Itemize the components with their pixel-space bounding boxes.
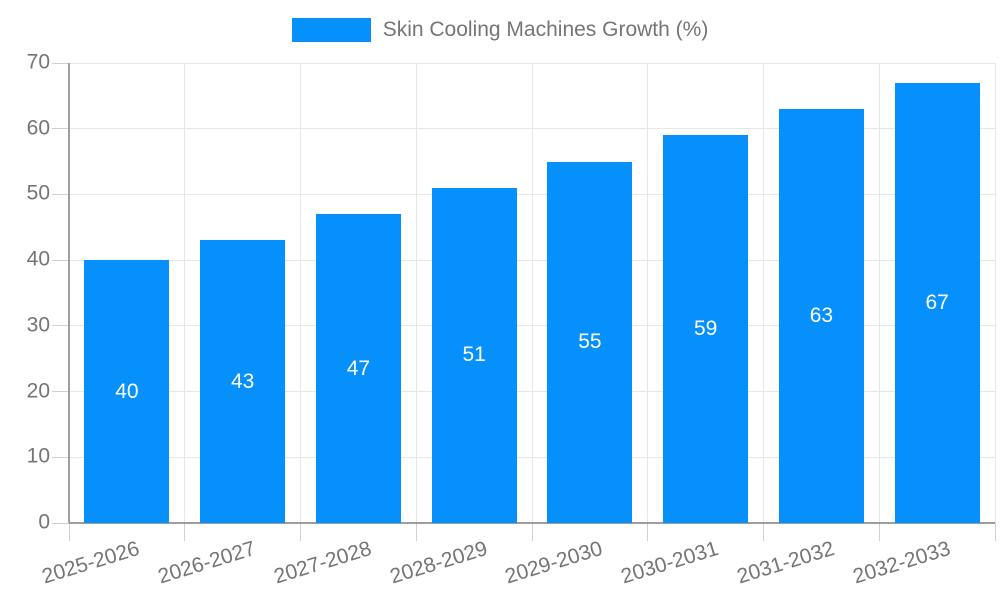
x-axis-label: 2028-2029 bbox=[387, 537, 490, 589]
bar[interactable] bbox=[200, 240, 286, 523]
bar[interactable] bbox=[315, 214, 401, 523]
y-axis-tick bbox=[52, 128, 69, 130]
x-axis-line bbox=[69, 522, 995, 524]
bar-value-label: 40 bbox=[115, 379, 139, 403]
y-axis-label: 40 bbox=[26, 247, 50, 271]
y-axis-label: 20 bbox=[26, 379, 50, 403]
x-gridline bbox=[531, 63, 533, 523]
bar-value-label: 67 bbox=[925, 290, 949, 314]
x-axis-label: 2025-2026 bbox=[39, 537, 143, 589]
x-axis-tick bbox=[68, 523, 70, 541]
y-axis-tick bbox=[52, 522, 69, 524]
bar-value-label: 51 bbox=[462, 343, 486, 367]
x-axis-label: 2030-2031 bbox=[618, 537, 722, 589]
bar[interactable] bbox=[431, 187, 517, 523]
x-axis-label: 2032-2033 bbox=[850, 537, 953, 589]
y-axis-line bbox=[68, 63, 70, 523]
bar-value-label: 63 bbox=[809, 304, 834, 327]
y-axis-tick bbox=[52, 259, 69, 261]
y-axis-tick bbox=[52, 325, 69, 327]
x-gridline bbox=[300, 63, 301, 523]
bar[interactable] bbox=[84, 260, 170, 523]
x-axis-tick bbox=[763, 523, 764, 541]
y-axis-tick bbox=[52, 193, 69, 195]
y-axis-label: 70 bbox=[26, 50, 50, 74]
bar-value-label: 47 bbox=[346, 356, 371, 380]
x-axis-tick bbox=[647, 523, 649, 541]
legend-label: Skin Cooling Machines Growth (%) bbox=[382, 18, 709, 41]
bar[interactable] bbox=[894, 82, 980, 523]
bar[interactable] bbox=[547, 161, 633, 523]
x-gridline bbox=[763, 63, 764, 523]
x-axis-tick bbox=[878, 523, 880, 541]
x-gridline bbox=[415, 63, 417, 523]
x-axis-tick bbox=[300, 523, 301, 541]
bar-value-label: 43 bbox=[230, 369, 255, 393]
bar-value-label: 55 bbox=[578, 330, 602, 354]
x-axis-tick bbox=[994, 523, 996, 541]
y-axis-label: 30 bbox=[26, 313, 50, 337]
x-gridline bbox=[184, 63, 186, 523]
y-axis-tick bbox=[52, 62, 69, 64]
x-axis-label: 2031-2032 bbox=[734, 537, 838, 589]
x-axis-label: 2027-2028 bbox=[271, 537, 375, 589]
legend-swatch-icon bbox=[291, 18, 371, 42]
x-axis-label: 2029-2030 bbox=[502, 537, 606, 589]
y-axis-tick bbox=[52, 391, 69, 393]
y-axis-tick bbox=[52, 456, 69, 458]
y-axis-label: 10 bbox=[26, 444, 50, 468]
y-axis-label: 50 bbox=[26, 181, 50, 205]
bar[interactable] bbox=[663, 135, 749, 523]
y-axis-label: 0 bbox=[38, 510, 50, 534]
y-axis-label: 60 bbox=[26, 116, 50, 140]
bar-value-label: 59 bbox=[693, 317, 718, 341]
legend[interactable]: Skin Cooling Machines Growth (%) bbox=[0, 18, 1000, 42]
x-gridline bbox=[647, 63, 649, 523]
x-gridline bbox=[878, 63, 880, 523]
bar[interactable] bbox=[778, 109, 864, 523]
x-axis-tick bbox=[184, 523, 186, 541]
x-axis-label: 2026-2027 bbox=[155, 537, 259, 589]
x-axis-tick bbox=[415, 523, 417, 541]
x-gridline bbox=[994, 63, 996, 523]
x-axis-tick bbox=[531, 523, 533, 541]
